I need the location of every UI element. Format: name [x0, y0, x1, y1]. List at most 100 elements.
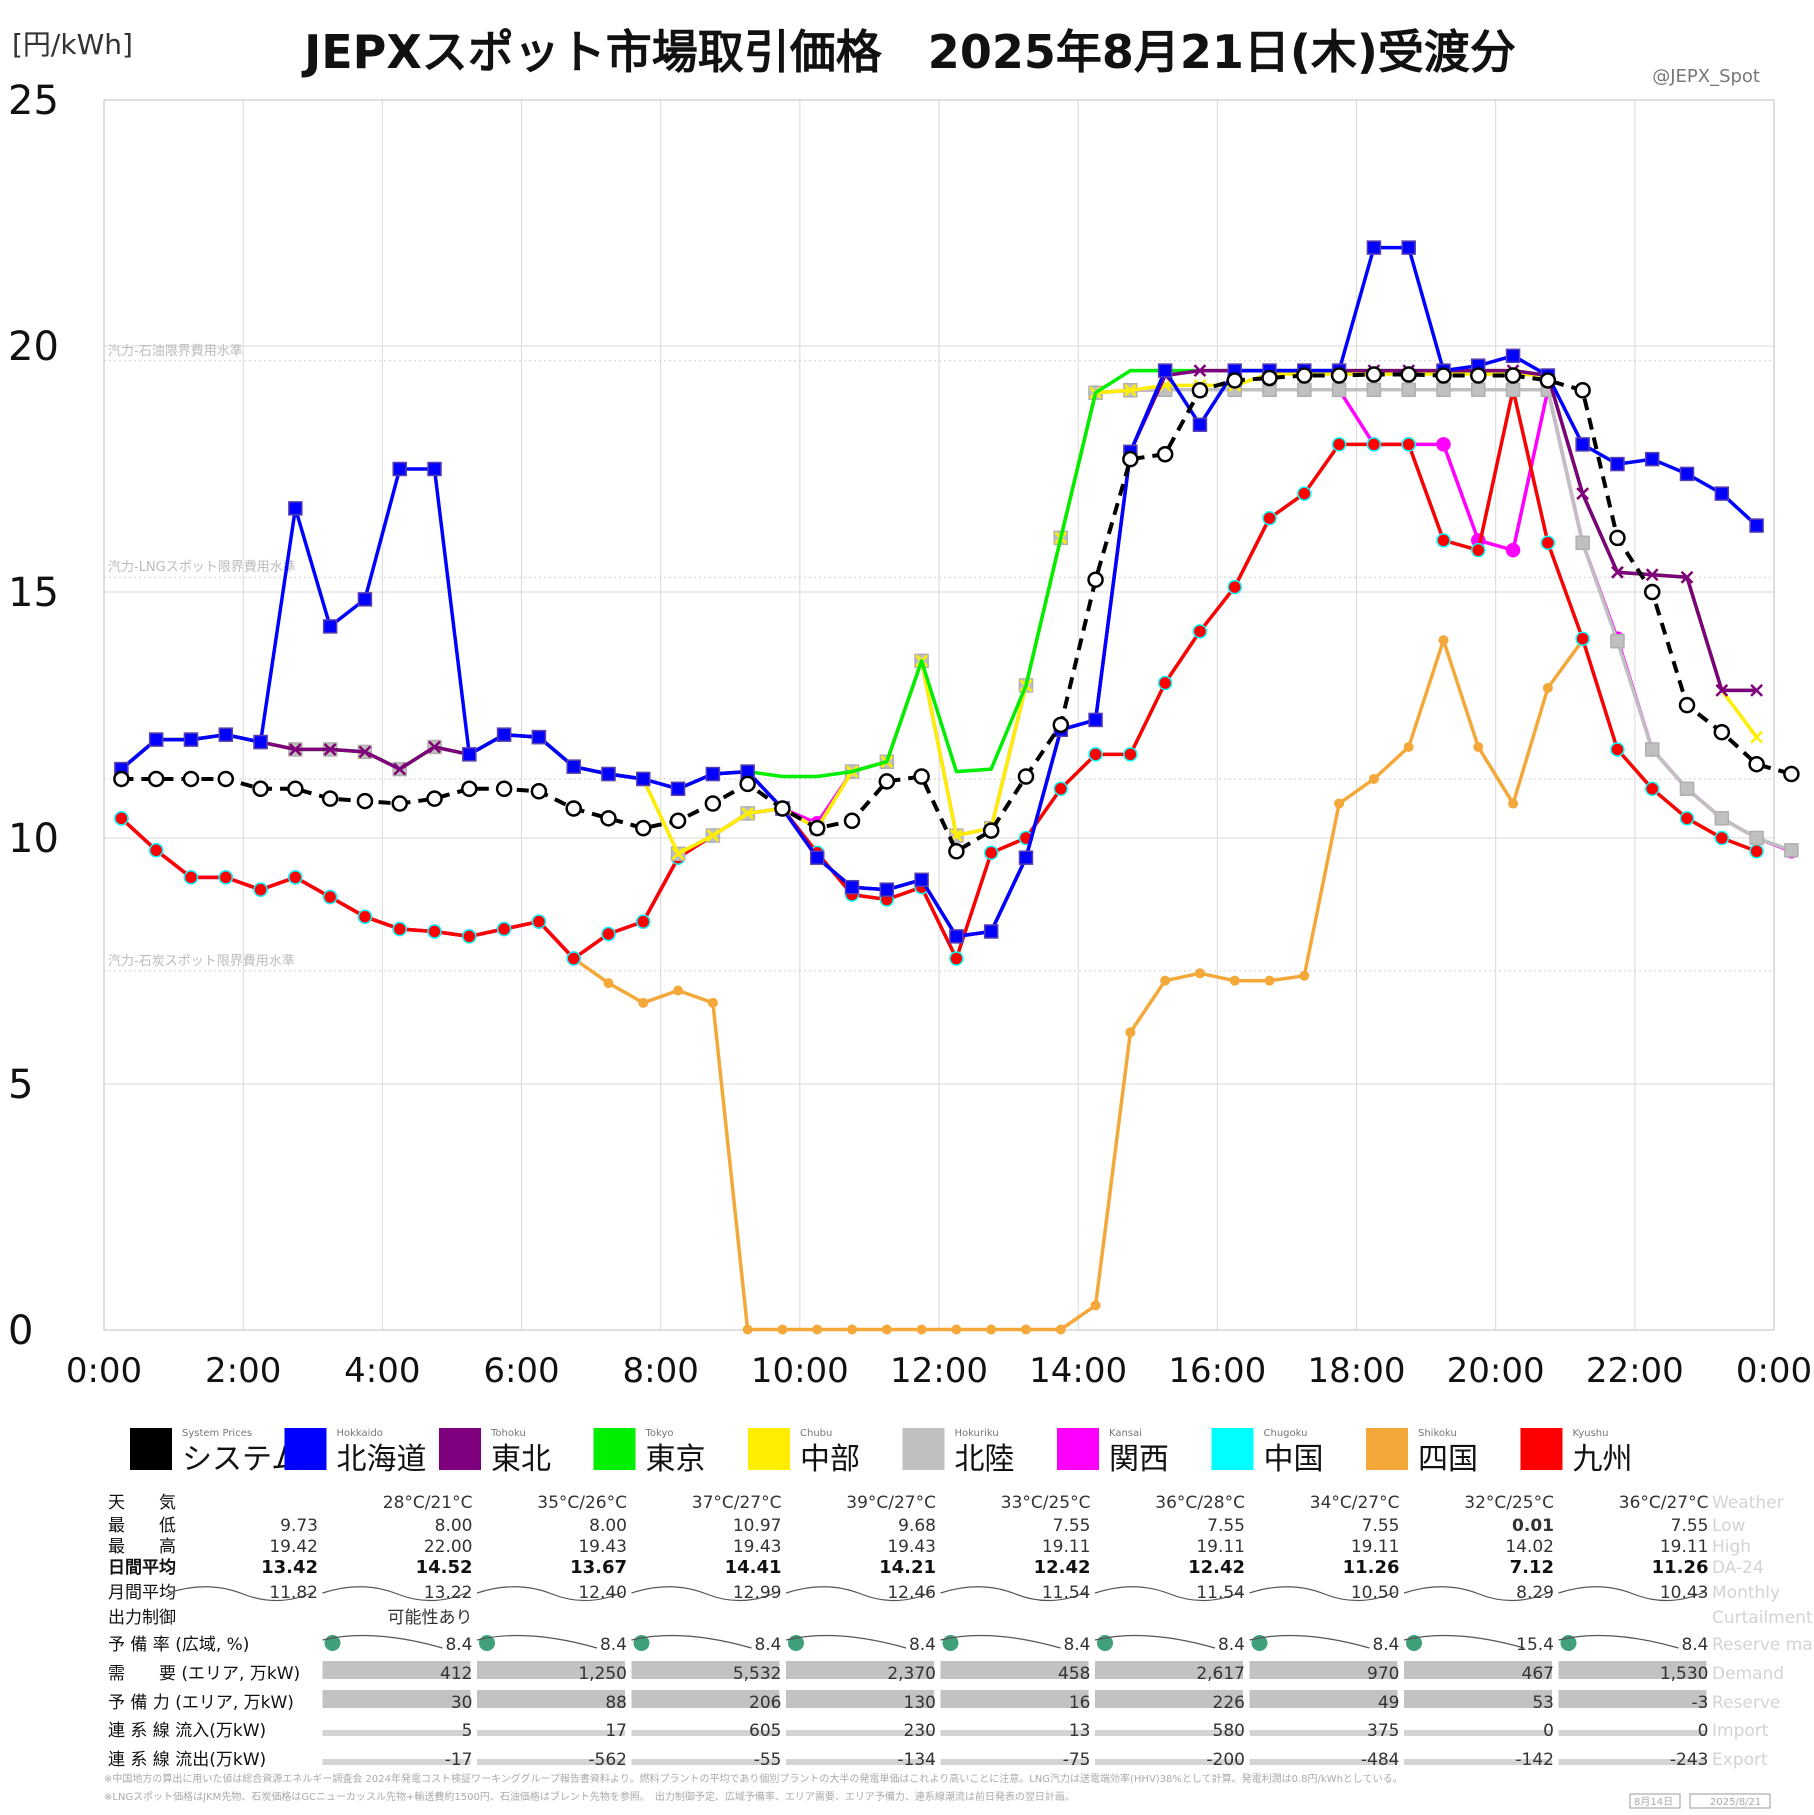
table-cell-reserve-rate: 8.4 — [1063, 1635, 1090, 1655]
table-cell-import: 0 — [1543, 1721, 1554, 1741]
x-tick-label: 12:00 — [890, 1351, 988, 1391]
data-point — [1644, 742, 1660, 757]
y-tick-label: 10 — [8, 816, 59, 862]
table-cell-export: -17 — [445, 1750, 473, 1770]
sparkline — [631, 1634, 752, 1649]
data-point — [253, 882, 268, 897]
table-cell-high: 19.11 — [1042, 1537, 1091, 1557]
table-cell-daily: 7.12 — [1510, 1557, 1554, 1578]
data-point — [1438, 635, 1449, 646]
data-point — [428, 740, 441, 754]
data-point — [496, 727, 512, 742]
data-point — [983, 924, 999, 939]
sparkline — [1094, 1586, 1242, 1602]
table-cell-low: 8.00 — [435, 1516, 473, 1536]
row-label: 予 備 率 (広域, %) — [108, 1635, 249, 1655]
chart-title: JEPXスポット市場取引価格 2025年8月21日(木)受渡分 — [301, 25, 1516, 79]
data-point — [705, 766, 721, 782]
sparkline-area — [786, 1730, 934, 1736]
legend-english-label: Chugoku — [1264, 1428, 1308, 1439]
series-line — [120, 388, 1793, 961]
data-point — [1194, 968, 1205, 979]
table-cell-daily: 14.21 — [879, 1557, 936, 1578]
row-label-english: Demand — [1712, 1664, 1784, 1684]
data-point — [1749, 830, 1764, 846]
table-cell-weather: 32°C/25°C — [1464, 1493, 1554, 1513]
data-point — [1470, 367, 1487, 384]
sparkline-area — [631, 1690, 780, 1708]
data-point — [949, 929, 964, 944]
table-cell-reserve: 49 — [1378, 1693, 1400, 1713]
sparkline-area — [477, 1661, 625, 1679]
data-point — [183, 870, 199, 885]
x-tick-label: 8:00 — [622, 1351, 698, 1391]
sparkline-area — [940, 1759, 1089, 1765]
legend-label: 中部 — [800, 1442, 860, 1477]
sparkline-area — [477, 1690, 625, 1708]
data-point — [1087, 571, 1104, 588]
sparkline-area — [1558, 1730, 1707, 1736]
sparkline — [476, 1586, 624, 1602]
legend-label: システム — [182, 1442, 301, 1477]
legend-swatch — [902, 1428, 945, 1470]
table-cell-low: 7.55 — [1053, 1516, 1091, 1536]
table-cell-low: 7.55 — [1207, 1516, 1245, 1536]
table-cell-high: 19.11 — [1351, 1537, 1400, 1557]
footnote-2: ※LNGスポット価格はJKM先物、石炭価格はGCニューカッスル先物+輸送費約15… — [104, 1790, 1075, 1803]
data-point — [1020, 1324, 1031, 1335]
data-point — [531, 729, 547, 745]
table-cell-reserve-rate: 8.4 — [754, 1635, 781, 1655]
legend-item-kansai: Kansai 関西 — [1057, 1428, 1169, 1477]
data-point — [1610, 742, 1625, 757]
sparkline-area — [631, 1759, 780, 1765]
data-point — [636, 914, 651, 929]
data-point — [113, 770, 130, 788]
x-tick-label: 20:00 — [1447, 1351, 1545, 1391]
data-point — [669, 812, 687, 830]
data-point — [1783, 765, 1800, 783]
row-label-english: DA-24 — [1712, 1558, 1764, 1578]
table-cell-daily: 13.67 — [570, 1557, 627, 1578]
legend-label: 北陸 — [955, 1442, 1015, 1477]
data-point — [1609, 529, 1626, 547]
legend-item-kyushu: Kyushu 九州 — [1520, 1428, 1633, 1477]
data-point — [321, 790, 339, 807]
row-label-english: Export — [1712, 1750, 1768, 1770]
sparkline-area — [1249, 1759, 1398, 1765]
data-point — [879, 882, 895, 897]
data-point — [704, 795, 722, 812]
data-point — [638, 997, 649, 1008]
table-cell-reserve: 206 — [749, 1693, 781, 1713]
table-cell-high: 19.11 — [1196, 1537, 1245, 1557]
sparkline — [631, 1586, 778, 1602]
data-point — [982, 822, 1000, 839]
data-point — [741, 807, 755, 820]
footnote-1: ※中国地方の算出に用いた値は総合資源エネルギー調査会 2024年発電コスト検証ワ… — [104, 1772, 1403, 1785]
data-point — [1611, 565, 1624, 579]
x-tick-label: 22:00 — [1586, 1351, 1684, 1391]
data-point — [148, 843, 164, 858]
table-cell-import: 230 — [904, 1721, 936, 1741]
row-label-english: Reserve — [1712, 1693, 1780, 1713]
data-point — [808, 819, 826, 837]
data-point — [218, 870, 234, 885]
data-point — [1297, 382, 1312, 398]
data-point — [983, 845, 999, 861]
table-cell-daily: 11.26 — [1652, 1557, 1709, 1578]
table-cell-reserve-rate: 8.4 — [1372, 1635, 1399, 1655]
data-point — [601, 766, 616, 782]
table-cell-high: 19.42 — [269, 1537, 318, 1557]
sparkline — [476, 1634, 598, 1649]
data-point — [183, 732, 199, 747]
data-point — [1644, 451, 1660, 467]
data-point — [1679, 781, 1695, 797]
data-point — [1436, 437, 1451, 452]
data-point — [1160, 975, 1171, 986]
x-tick-label: 10:00 — [751, 1351, 849, 1391]
row-label: 月間平均 — [108, 1583, 176, 1603]
table-cell-export: -142 — [1515, 1750, 1554, 1770]
sparkline-area — [1404, 1730, 1552, 1736]
table-cell-reserve: 226 — [1213, 1693, 1245, 1713]
legend-label: 九州 — [1573, 1442, 1633, 1477]
